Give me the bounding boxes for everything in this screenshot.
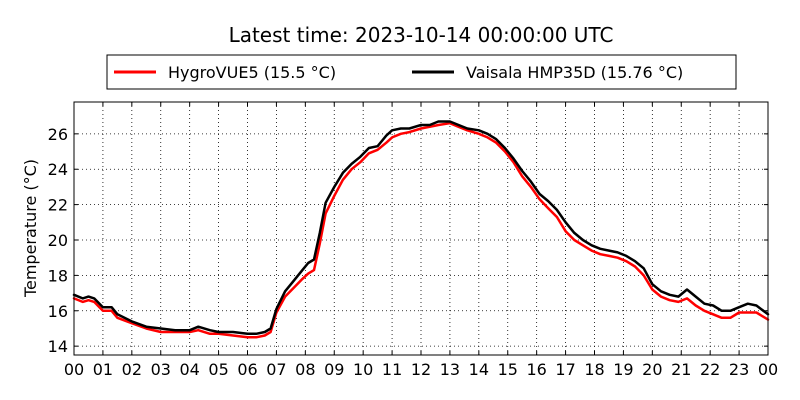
x-tick-label: 00 — [64, 360, 84, 379]
x-tick-label: 20 — [642, 360, 662, 379]
plot-series — [72, 120, 770, 339]
y-tick-label: 16 — [48, 302, 68, 321]
x-tick-label: 03 — [151, 360, 171, 379]
plot-frame — [73, 101, 769, 356]
y-tick-label: 18 — [48, 266, 68, 285]
x-tick-label: 18 — [584, 360, 604, 379]
y-tick-label: 26 — [48, 125, 68, 144]
x-tick-label: 02 — [122, 360, 142, 379]
x-tick-label: 23 — [729, 360, 749, 379]
legend-label-hygrovue5: HygroVUE5 (15.5 °C) — [168, 63, 336, 82]
y-axis-label: Temperature (°C) — [21, 159, 40, 298]
grid — [74, 102, 768, 355]
axis-ticks: 00 01 02 03 04 05 06 07 08 09 10 11 12 13 14 15 16 17 18 19… — [48, 102, 778, 379]
x-tick-label: 10 — [353, 360, 373, 379]
series-line-vaisala — [72, 120, 770, 336]
x-tick-label: 04 — [179, 360, 199, 379]
x-tick-label: 17 — [555, 360, 575, 379]
x-tick-label: 14 — [469, 360, 489, 379]
y-tick-label: 24 — [48, 160, 68, 179]
x-tick-label: 12 — [411, 360, 431, 379]
x-tick-label: 21 — [671, 360, 691, 379]
x-tick-label: 05 — [208, 360, 228, 379]
x-tick-label: 19 — [613, 360, 633, 379]
legend: HygroVUE5 (15.5 °C) Vaisala HMP35D (15.7… — [106, 54, 737, 90]
x-tick-label: 08 — [295, 360, 315, 379]
x-tick-label: 07 — [266, 360, 286, 379]
legend-label-vaisala: Vaisala HMP35D (15.76 °C) — [466, 63, 683, 82]
y-tick-label: 22 — [48, 196, 68, 215]
x-tick-label: 09 — [324, 360, 344, 379]
chart-title: Latest time: 2023-10-14 00:00:00 UTC — [229, 23, 614, 47]
x-tick-label: 22 — [700, 360, 720, 379]
x-tick-label: 00 — [758, 360, 778, 379]
x-tick-label: 11 — [382, 360, 402, 379]
x-tick-label: 06 — [237, 360, 257, 379]
y-tick-label: 14 — [48, 337, 68, 356]
y-tick-label: 20 — [48, 231, 68, 250]
x-tick-label: 16 — [526, 360, 546, 379]
x-tick-label: 01 — [93, 360, 113, 379]
x-tick-label: 13 — [440, 360, 460, 379]
x-tick-label: 15 — [498, 360, 518, 379]
series-line-hygrovue5 — [72, 121, 770, 339]
